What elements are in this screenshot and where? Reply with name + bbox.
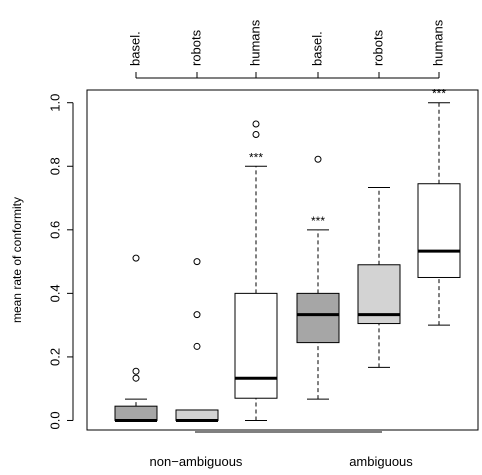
y-tick-label: 0.2: [47, 348, 62, 366]
outlier-point: [193, 342, 201, 350]
box-body: [417, 183, 461, 278]
box-body: [234, 292, 278, 399]
box-body: [175, 409, 219, 421]
significance-marker: ***: [432, 87, 446, 101]
box-5: [357, 187, 401, 368]
outlier-point: [193, 311, 201, 319]
plot-frame: [86, 89, 479, 431]
y-axis-title: mean rate of conformity: [10, 197, 24, 323]
outlier-point: [132, 374, 140, 382]
condition-label: robots: [188, 29, 203, 66]
y-tick-label: 0.4: [47, 284, 62, 302]
box-3: [234, 120, 278, 421]
y-tick-label: 0.8: [47, 157, 62, 175]
box-2: [175, 258, 219, 422]
outlier-point: [193, 258, 201, 266]
outlier-point: [132, 367, 140, 375]
labels-layer: 0.0 0.2 0.4 0.6 0.8 1.0 mean rate of conformit…: [10, 19, 446, 469]
significance-marker: ***: [249, 150, 263, 164]
condition-label: humans: [247, 19, 262, 66]
significance-marker: ***: [311, 214, 325, 228]
condition-label: robots: [370, 29, 385, 66]
box-body: [114, 405, 158, 421]
box-6: [417, 102, 461, 326]
box-1: [114, 254, 158, 422]
y-tick-label: 1.0: [47, 94, 62, 112]
condition-label: basel.: [127, 31, 142, 66]
y-tick-label: 0.0: [47, 411, 62, 429]
box-4: [296, 155, 340, 400]
outlier-point: [314, 155, 322, 163]
outlier-point: [252, 130, 260, 138]
outlier-point: [252, 120, 260, 128]
axes-layer: [67, 72, 479, 433]
condition-label: humans: [430, 19, 445, 66]
outlier-point: [132, 254, 140, 262]
group-label: non−ambiguous: [150, 454, 243, 469]
condition-label: basel.: [309, 31, 324, 66]
boxes-layer: [114, 102, 461, 422]
y-tick-label: 0.6: [47, 221, 62, 239]
box-body: [296, 292, 340, 344]
group-label: ambiguous: [349, 454, 413, 469]
